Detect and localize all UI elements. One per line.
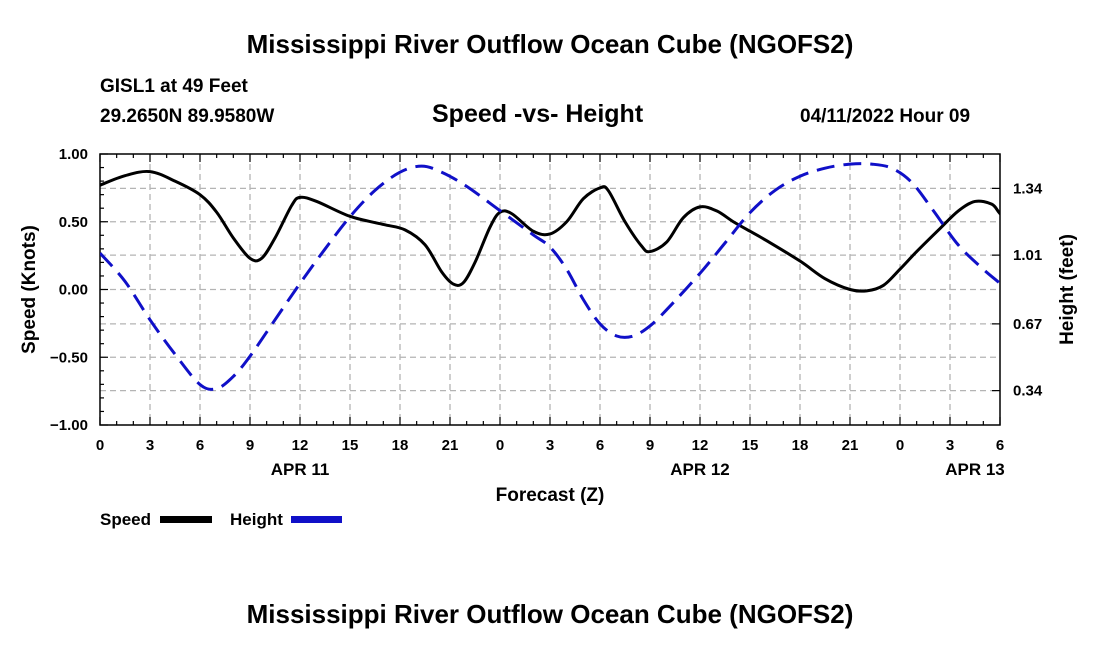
page-title: Mississippi River Outflow Ocean Cube (NG… (246, 29, 854, 59)
station-coordinates: 29.2650N 89.9580W (100, 106, 275, 127)
x-tick-label: 12 (692, 437, 709, 454)
x-tick-label: 21 (442, 437, 459, 454)
x-date-label: APR 11 (271, 460, 330, 479)
legend-speed-label: Speed (100, 510, 152, 529)
forecast-datetime: 04/11/2022 Hour 09 (800, 106, 971, 127)
legend-speed-swatch (160, 516, 212, 523)
x-tick-label: 6 (196, 437, 204, 454)
x-tick-label: 0 (496, 437, 504, 454)
x-tick-label: 15 (342, 437, 359, 454)
y-left-tick-label: 1.00 (59, 146, 88, 163)
footer-title: Mississippi River Outflow Ocean Cube (NG… (246, 599, 854, 629)
x-tick-label: 9 (246, 437, 254, 454)
series-line-speed (100, 169, 1000, 293)
legend-height-label: Height (230, 510, 283, 529)
y-left-tick-label: −0.50 (50, 349, 88, 366)
x-tick-label: 0 (896, 437, 904, 454)
x-tick-label: 18 (792, 437, 809, 454)
y-right-tick-label: 0.34 (1013, 383, 1043, 400)
x-tick-label: 15 (742, 437, 759, 454)
x-tick-label: 6 (596, 437, 604, 454)
x-tick-label: 3 (546, 437, 554, 454)
y-left-axis-label: Speed (Knots) (19, 225, 40, 354)
y-left-tick-label: 0.50 (59, 214, 88, 231)
legend-height-swatch (291, 516, 342, 523)
x-tick-label: 18 (392, 437, 409, 454)
x-tick-label: 21 (842, 437, 859, 454)
y-right-tick-label: 1.01 (1013, 247, 1042, 264)
station-label: GISL1 at 49 Feet (100, 76, 248, 97)
y-right-axis-label: Height (feet) (1057, 234, 1078, 345)
y-right-tick-label: 0.67 (1013, 316, 1042, 333)
x-tick-label: 0 (96, 437, 104, 454)
x-axis-label: Forecast (Z) (496, 485, 605, 506)
x-tick-label: 6 (996, 437, 1004, 454)
y-left-tick-label: −1.00 (50, 417, 88, 434)
x-tick-label: 3 (146, 437, 154, 454)
x-tick-label: 3 (946, 437, 954, 454)
x-date-label: APR 13 (945, 460, 1005, 479)
y-right-tick-label: 1.34 (1013, 180, 1043, 197)
y-left-tick-label: 0.00 (59, 282, 88, 299)
chart-title: Speed -vs- Height (432, 100, 644, 128)
x-tick-label: 12 (292, 437, 309, 454)
series-line-height (100, 162, 1000, 391)
x-tick-label: 9 (646, 437, 654, 454)
x-date-label: APR 12 (670, 460, 730, 479)
